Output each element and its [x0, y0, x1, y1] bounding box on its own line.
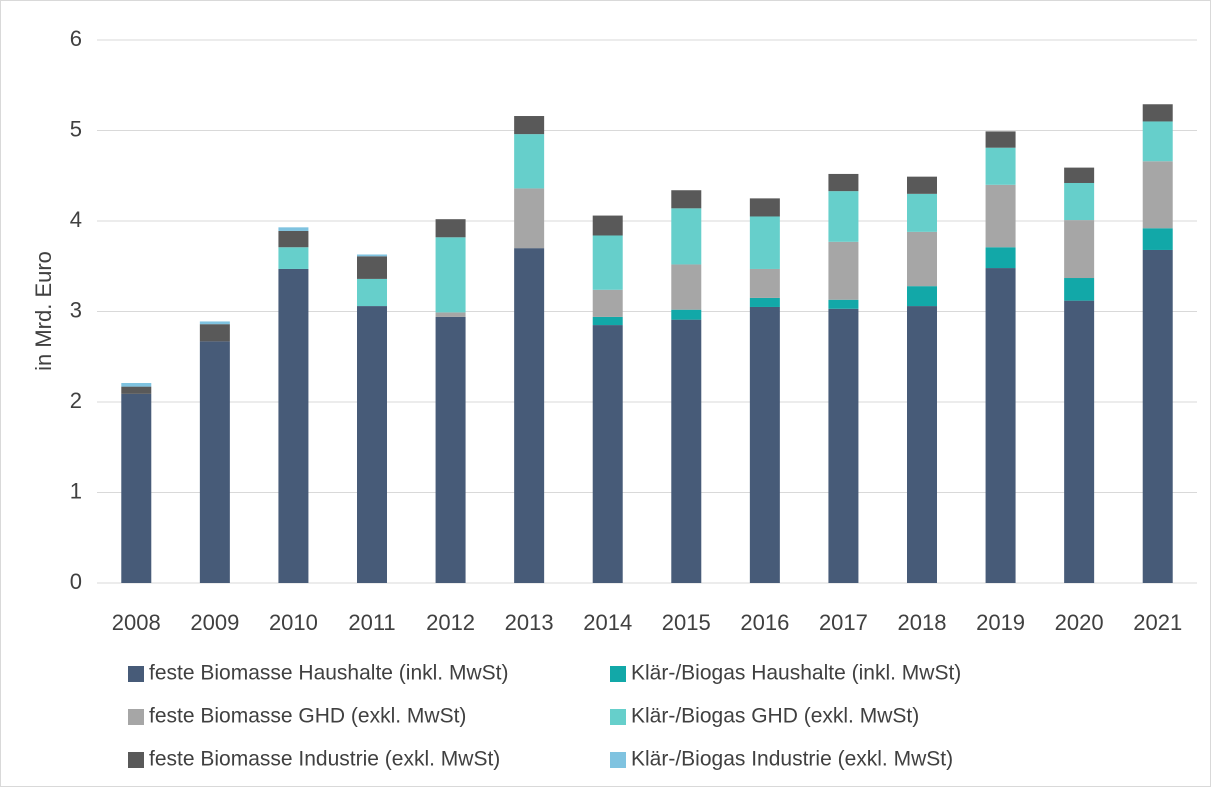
bar-segment [1142, 249, 1173, 583]
legend-swatch [128, 666, 144, 682]
bar-segment [985, 247, 1016, 269]
bar-segment [592, 325, 623, 583]
x-tick-label: 2013 [505, 610, 554, 635]
x-tick-label: 2014 [583, 610, 632, 635]
bar-segment [985, 268, 1016, 583]
y-tick-label: 0 [70, 569, 82, 594]
bar-segment [514, 134, 545, 189]
bar-segment [907, 286, 937, 307]
y-tick-label: 4 [70, 207, 82, 232]
x-tick-label: 2011 [348, 610, 395, 635]
bar-segment [199, 324, 230, 342]
bar-segment [1064, 167, 1095, 183]
bar-segment [278, 268, 309, 583]
bar-segment [435, 316, 466, 583]
bar-segment [435, 237, 466, 313]
bar-segment [592, 289, 623, 317]
bar-segment [357, 256, 387, 279]
bar-segment [749, 198, 780, 217]
bar-segment [1064, 220, 1095, 279]
x-tick-label: 2012 [426, 610, 475, 635]
bar-segment [1064, 182, 1095, 221]
bar-segment [199, 341, 230, 583]
bar-segment [1142, 121, 1173, 162]
bar-segment [671, 190, 702, 209]
bar-segment [1142, 104, 1173, 122]
bar-segment [907, 231, 937, 287]
x-tick-label: 2018 [898, 610, 947, 635]
legend-label: Klär-/Biogas Industrie (exkl. MwSt) [631, 748, 953, 771]
legend-label: feste Biomasse Industrie (exkl. MwSt) [149, 748, 500, 771]
bar-segment [985, 131, 1016, 148]
bar-segment [357, 306, 387, 583]
x-tick-label: 2019 [976, 610, 1025, 635]
bar-segment [1142, 228, 1173, 250]
x-tick-label: 2021 [1133, 610, 1182, 635]
bar-segment [671, 319, 702, 583]
bar-segment [435, 312, 466, 317]
bar-segment [514, 188, 545, 249]
bar-segment [357, 278, 387, 307]
bar-segment [514, 248, 545, 583]
x-tick-label: 2008 [112, 610, 161, 635]
bar-segment [828, 191, 859, 242]
bar-segment [1064, 278, 1095, 301]
x-tick-label: 2020 [1055, 610, 1104, 635]
bar-segment [592, 316, 623, 326]
bar-segment [985, 147, 1016, 185]
bar-segment [278, 247, 309, 269]
bar-segment [749, 297, 780, 307]
x-tick-label: 2015 [662, 610, 711, 635]
bar-segment [828, 173, 859, 192]
legend-label: Klär-/Biogas GHD (exkl. MwSt) [631, 705, 919, 728]
bar-segment [1142, 161, 1173, 229]
bar-segment [907, 306, 937, 583]
bar-segment [671, 309, 702, 320]
legend-swatch [610, 752, 626, 768]
bar-segment [121, 382, 152, 387]
bar-segment [278, 230, 309, 248]
bar-segment [278, 227, 309, 231]
y-axis-label: in Mrd. Euro [31, 251, 56, 371]
bar-segment [357, 254, 387, 257]
legend-label: Klär-/Biogas Haushalte (inkl. MwSt) [631, 662, 961, 685]
bar-segment [671, 208, 702, 265]
bar-segment [828, 308, 859, 583]
y-tick-label: 6 [70, 26, 82, 51]
y-tick-label: 5 [70, 116, 82, 141]
bar-segment [907, 176, 937, 194]
y-tick-label: 2 [70, 388, 82, 413]
legend-swatch [610, 709, 626, 725]
bar-segment [749, 268, 780, 298]
legend-swatch [128, 709, 144, 725]
x-tick-label: 2016 [740, 610, 789, 635]
bar-segment [671, 264, 702, 310]
bar-segment [749, 216, 780, 269]
bar-segment [1064, 300, 1095, 583]
x-tick-label: 2009 [190, 610, 239, 635]
legend-label: feste Biomasse GHD (exkl. MwSt) [149, 705, 466, 728]
bar-segment [828, 299, 859, 309]
bar-segment [907, 193, 937, 232]
bar-segment [435, 219, 466, 238]
y-tick-label: 3 [70, 297, 82, 322]
x-tick-label: 2010 [269, 610, 318, 635]
x-tick-label: 2017 [819, 610, 868, 635]
bar-segment [121, 386, 152, 394]
bar-segment [121, 393, 152, 583]
legend-swatch [610, 666, 626, 682]
bar-segment [514, 116, 545, 135]
y-tick-label: 1 [70, 478, 82, 503]
bar-segment [592, 235, 623, 290]
legend-label: feste Biomasse Haushalte (inkl. MwSt) [149, 662, 508, 685]
bar-segment [749, 306, 780, 583]
legend-swatch [128, 752, 144, 768]
bar-segment [199, 321, 230, 325]
bar-segment [592, 215, 623, 236]
bar-segment [828, 241, 859, 300]
bar-segment [985, 184, 1016, 248]
